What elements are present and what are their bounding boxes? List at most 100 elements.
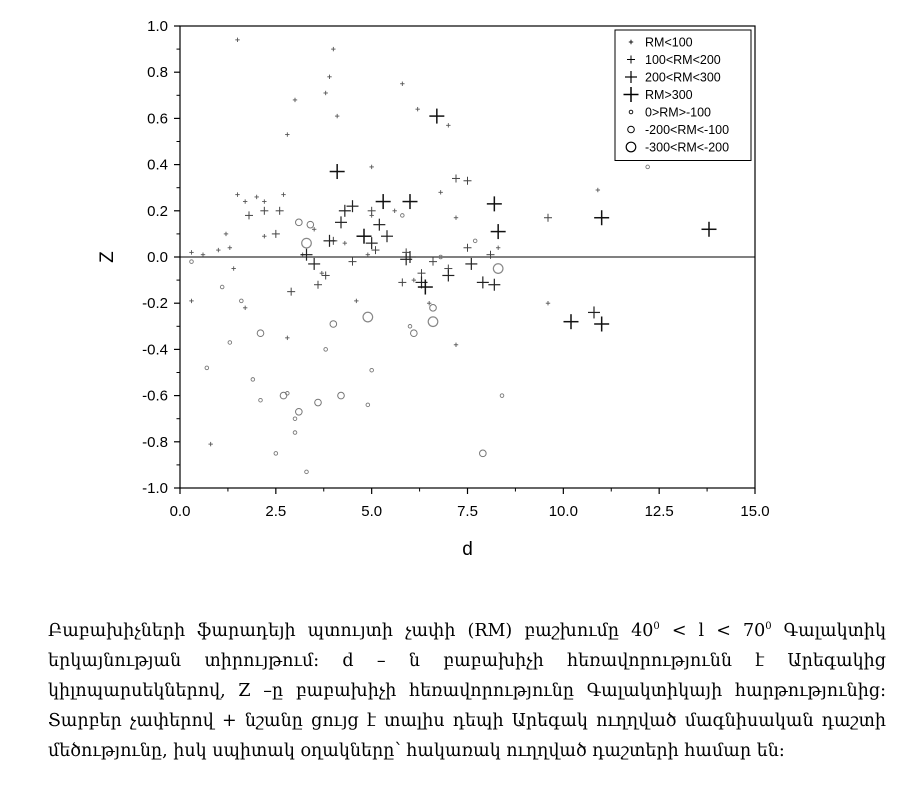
data-point xyxy=(223,231,229,237)
data-point xyxy=(446,123,451,128)
x-tick-label: 15.0 xyxy=(740,503,769,520)
data-point xyxy=(479,449,487,458)
y-axis-label: Z xyxy=(97,251,118,263)
data-point xyxy=(373,218,386,231)
legend-marker xyxy=(628,39,634,45)
data-point xyxy=(292,97,298,103)
data-point xyxy=(476,276,489,289)
data-point xyxy=(488,278,501,291)
data-point xyxy=(292,430,298,435)
y-tick-label: -0.6 xyxy=(142,388,168,405)
data-point xyxy=(490,224,506,240)
data-point xyxy=(410,329,418,338)
data-point xyxy=(463,176,472,185)
data-point xyxy=(275,206,284,215)
scatter-figure: 0.0 2.5 5.0 7.5 10.0 12.5 15.0 1.0 0.8 0.6 0.4 0.2 0… xyxy=(97,18,770,560)
data-point xyxy=(499,393,505,398)
data-point xyxy=(367,206,376,215)
data-point xyxy=(369,164,374,170)
data-point xyxy=(337,391,345,400)
data-point xyxy=(348,257,357,266)
caption-line-2: երկայնության տիրույթում: d – ն բաբախիչի … xyxy=(48,651,886,671)
data-point xyxy=(544,213,552,222)
data-point xyxy=(235,37,240,43)
data-point xyxy=(254,194,259,200)
x-tick-label: 5.0 xyxy=(361,503,382,520)
data-point xyxy=(438,190,443,195)
data-point xyxy=(595,187,601,193)
y-tick-label: -0.4 xyxy=(142,341,168,358)
legend-label: RM>300 xyxy=(645,88,693,102)
data-point xyxy=(411,277,417,283)
data-point xyxy=(329,320,338,328)
data-point xyxy=(362,311,374,323)
caption-text: Բաբախիչների ֆարադեյի պտույտի չափի (RM) բ… xyxy=(48,621,654,641)
data-point xyxy=(189,250,194,255)
data-point xyxy=(231,266,236,271)
data-point xyxy=(227,245,233,250)
data-point xyxy=(287,287,296,296)
caption-text: < l < 70 xyxy=(659,621,766,641)
data-point xyxy=(371,246,380,255)
data-point xyxy=(365,237,378,250)
data-point xyxy=(407,324,413,329)
series-plus-s xyxy=(245,174,552,296)
y-tick-label: -1.0 xyxy=(142,480,168,497)
series-circle-m xyxy=(301,237,504,328)
data-point xyxy=(492,263,504,274)
data-point xyxy=(400,213,405,218)
data-point xyxy=(465,257,478,270)
data-point xyxy=(375,194,391,210)
legend: RM<100 100<RM<200 200<RM<300 RM>300 0>RM>-10… xyxy=(614,29,752,161)
legend-marker xyxy=(625,71,637,83)
data-point xyxy=(338,204,351,217)
legend-label: 100<RM<200 xyxy=(645,53,721,67)
data-point xyxy=(323,234,336,247)
figure-caption: Բաբախիչների ֆարադեյի պտույտի չափի (RM) բ… xyxy=(48,612,886,766)
data-point xyxy=(588,306,600,319)
series-plus-xs xyxy=(189,37,601,447)
data-point xyxy=(463,243,472,252)
series-plus-l xyxy=(329,108,717,332)
data-point xyxy=(429,257,437,266)
legend-label: -200<RM<-100 xyxy=(645,123,729,137)
caption-line-1: Բաբախիչների ֆարադեյի պտույտի չափի (RM) բ… xyxy=(48,612,886,646)
data-point xyxy=(327,74,332,80)
x-tick-label: 0.0 xyxy=(170,503,191,520)
data-point xyxy=(415,106,420,112)
data-point xyxy=(427,316,439,328)
data-point xyxy=(273,451,279,456)
degree-superscript: 0 xyxy=(765,621,772,632)
data-point xyxy=(285,335,290,341)
data-point xyxy=(301,237,312,249)
data-point xyxy=(262,199,267,204)
data-point xyxy=(204,365,210,371)
data-point xyxy=(321,271,330,280)
x-tick-label: 2.5 xyxy=(265,503,286,520)
data-point xyxy=(219,284,225,290)
legend-label: RM<100 xyxy=(645,36,693,50)
data-point xyxy=(594,316,610,332)
data-point xyxy=(426,301,432,306)
data-point xyxy=(429,304,437,312)
y-tick-label: 0.2 xyxy=(147,203,168,220)
data-point xyxy=(495,245,501,250)
data-point xyxy=(258,397,263,403)
data-point xyxy=(292,416,298,421)
y-tick-label: -0.2 xyxy=(142,295,168,312)
series-circle-xs xyxy=(189,164,650,475)
legend-label: -300<RM<-200 xyxy=(645,141,729,155)
data-point xyxy=(486,250,495,259)
data-point xyxy=(452,174,460,183)
data-point xyxy=(260,206,269,215)
data-point xyxy=(285,132,290,137)
data-point xyxy=(369,367,374,373)
data-point xyxy=(242,305,248,311)
data-point xyxy=(381,230,393,243)
legend-marker xyxy=(625,141,637,153)
y-tick-label: 0.4 xyxy=(147,157,168,174)
data-point xyxy=(472,238,478,244)
data-point xyxy=(304,469,309,475)
data-point xyxy=(208,441,213,447)
data-point xyxy=(239,298,244,304)
